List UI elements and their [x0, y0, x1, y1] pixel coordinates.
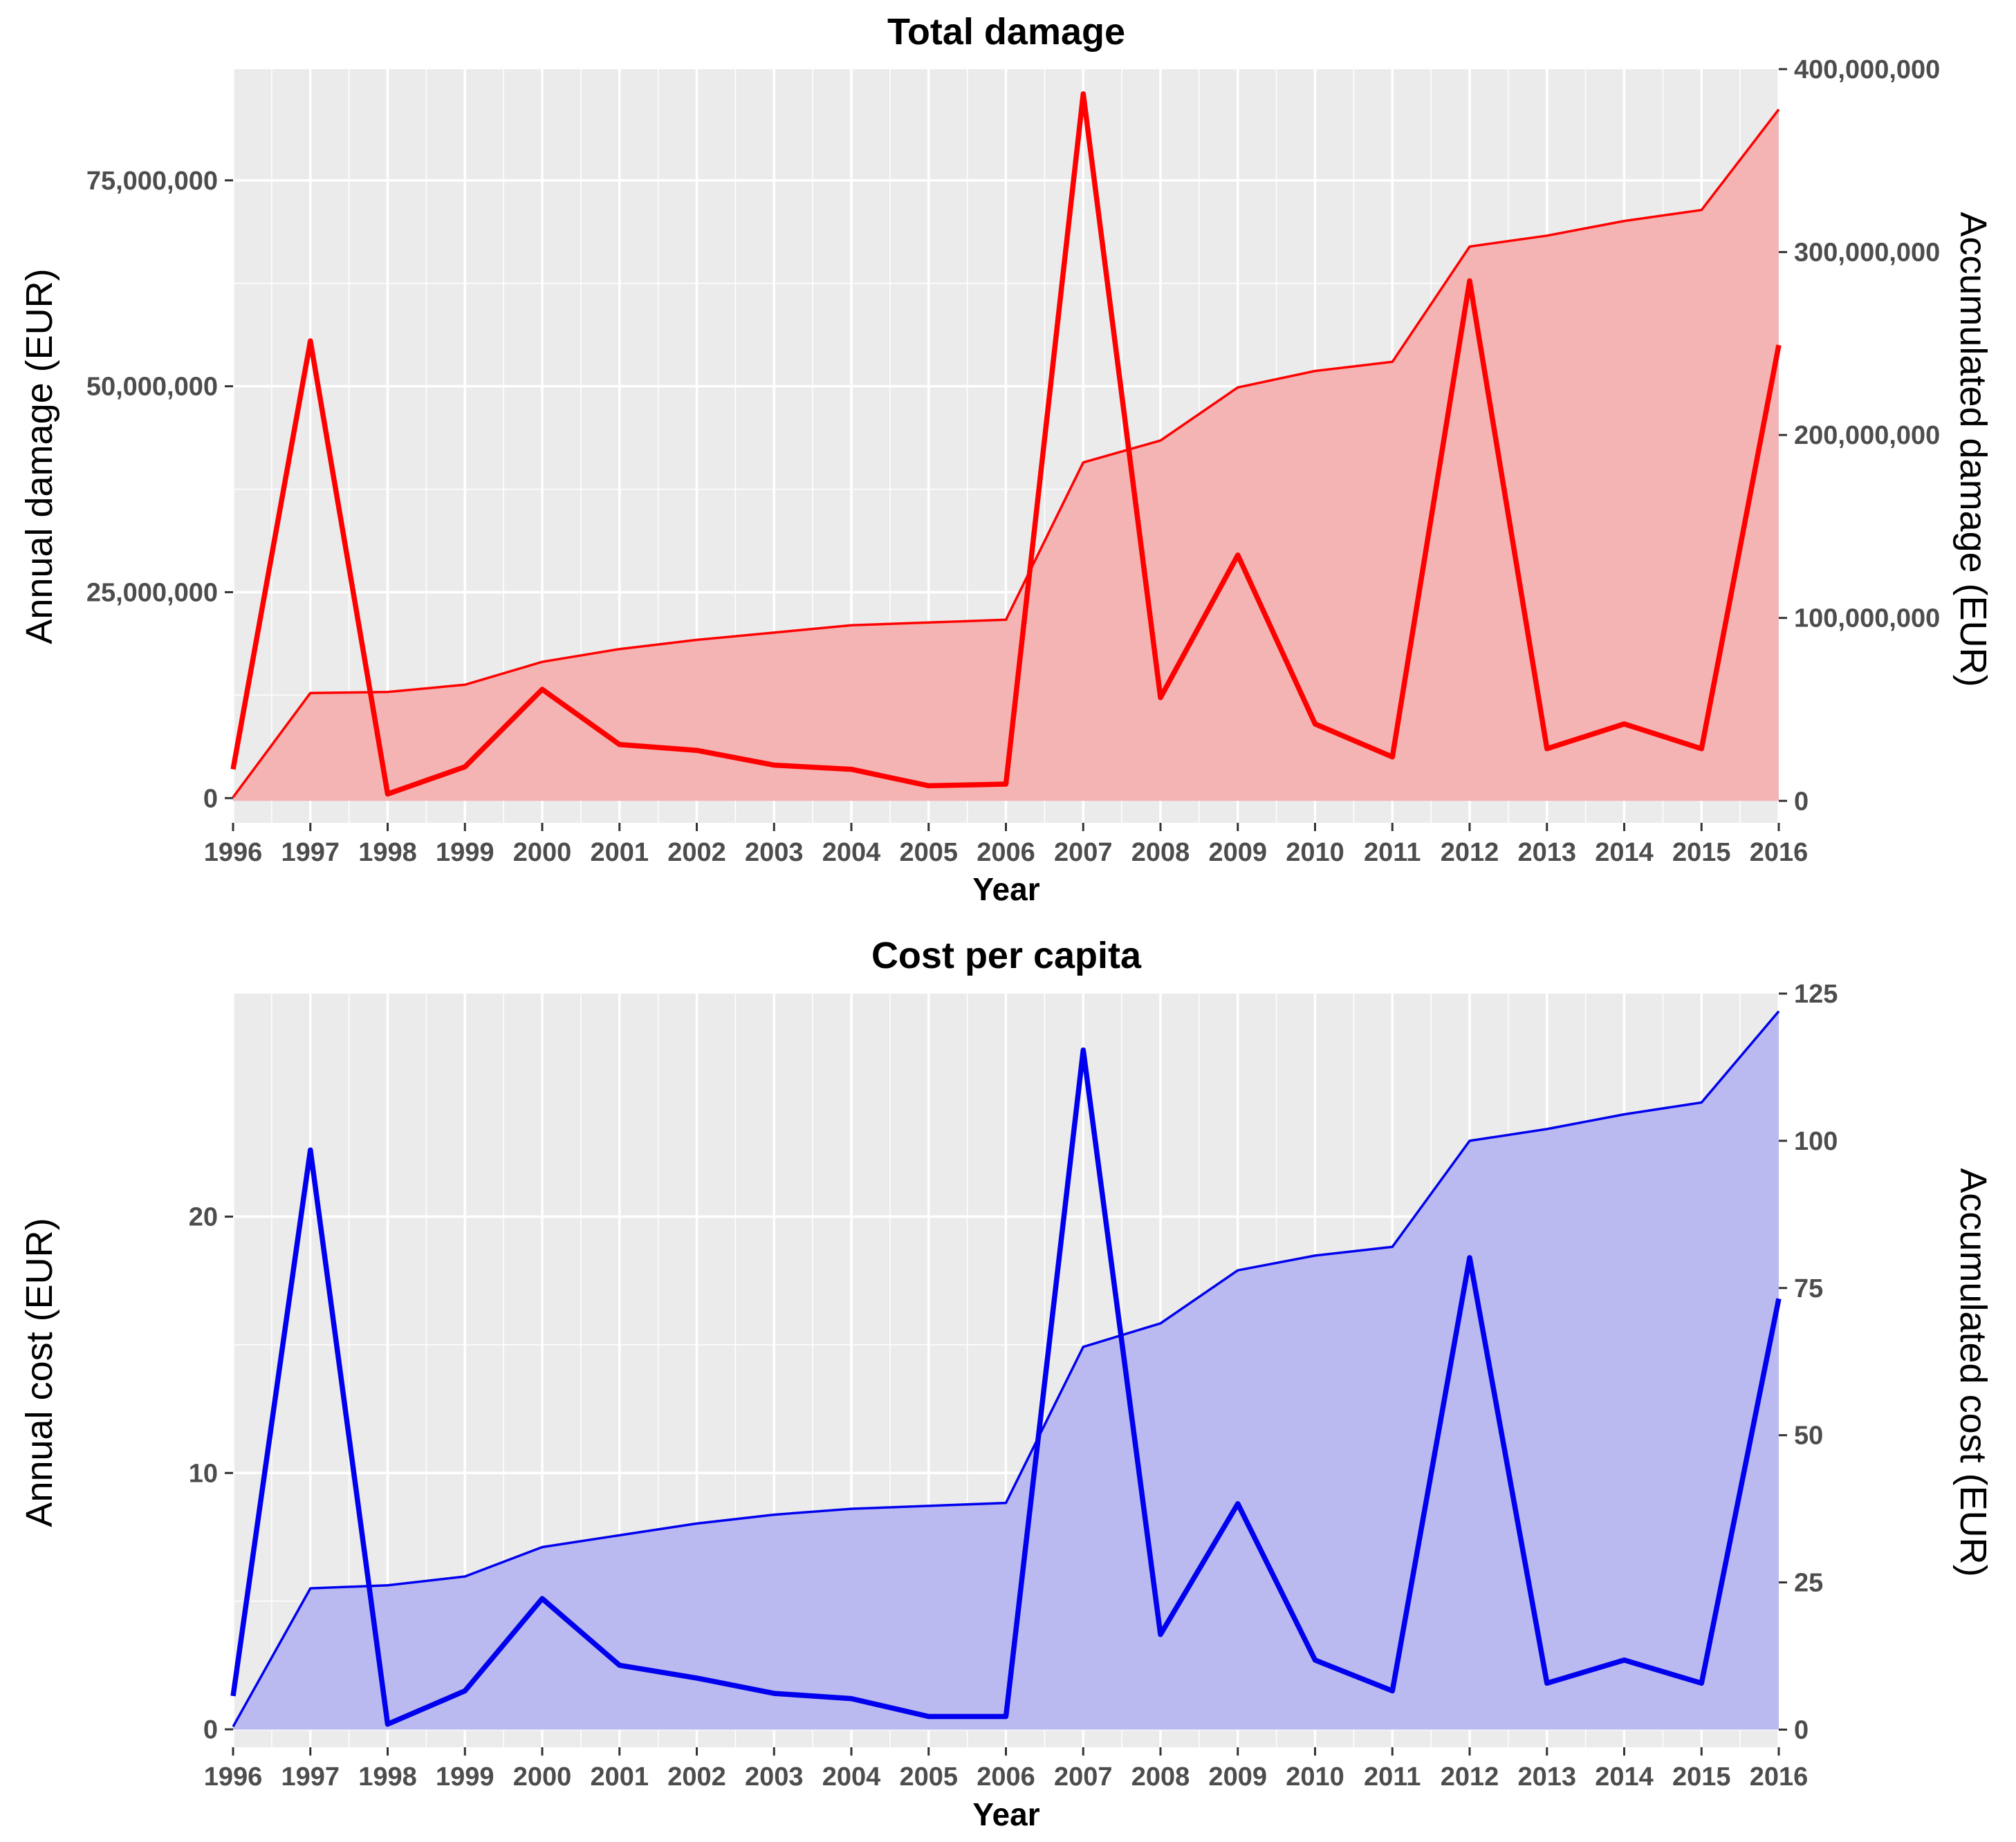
- x-tick-label: 1996: [204, 838, 263, 867]
- y-tick-label: 300,000,000: [1794, 239, 1940, 268]
- x-tick-label: 1997: [281, 1762, 340, 1792]
- accumulated-cost-area: [233, 1011, 1779, 1730]
- x-tick-label: 2013: [1517, 1762, 1576, 1792]
- y-tick-label: 400,000,000: [1794, 55, 1940, 84]
- y-tick-label: 20: [189, 1203, 218, 1232]
- x-tick-label: 2003: [745, 838, 804, 867]
- x-tick-label: 1996: [204, 1762, 263, 1792]
- x-tick-label: 2000: [513, 838, 572, 867]
- x-tick-label: 2014: [1595, 838, 1654, 867]
- x-tick-label: 2009: [1208, 838, 1267, 867]
- y-tick-label: 200,000,000: [1794, 421, 1940, 450]
- x-axis: 1996 1997 1998 1999 2000 2001 2002 2003 2004 2005…: [204, 1747, 1809, 1792]
- y-tick-label: 100,000,000: [1794, 604, 1940, 633]
- x-axis-title: Year: [972, 1796, 1039, 1832]
- x-tick-label: 1999: [436, 1762, 494, 1792]
- x-tick-label: 2014: [1595, 1762, 1654, 1792]
- x-tick-label: 2012: [1441, 1762, 1499, 1792]
- x-tick-label: 2001: [590, 1762, 649, 1792]
- left-y-axis-title: Annual cost (EUR): [19, 1218, 60, 1527]
- y-tick-label: 0: [1794, 787, 1809, 816]
- x-tick-label: 1997: [281, 838, 340, 867]
- x-tick-label: 1998: [358, 838, 417, 867]
- x-tick-label: 2015: [1672, 1762, 1731, 1792]
- x-tick-label: 2003: [745, 1762, 804, 1792]
- annual-cost-line: [230, 1047, 1782, 1727]
- annual-damage-line: [230, 91, 1782, 797]
- right-y-axis-title: Accumulated damage (EUR): [1952, 212, 1994, 687]
- right-y-axis: 0 100,000,000 200,000,000 300,000,000 400,00…: [1779, 55, 1940, 816]
- x-tick-label: 2004: [822, 838, 881, 867]
- x-tick-label: 2016: [1750, 1762, 1809, 1792]
- y-tick-label: 0: [203, 1715, 218, 1745]
- y-tick-label: 75: [1794, 1274, 1823, 1303]
- x-tick-label: 2010: [1286, 1762, 1344, 1792]
- x-tick-label: 2000: [513, 1762, 572, 1792]
- x-tick-label: 2016: [1750, 838, 1809, 867]
- x-tick-label: 2008: [1131, 1762, 1190, 1792]
- x-tick-label: 2007: [1054, 838, 1113, 867]
- x-tick-label: 2001: [590, 838, 649, 867]
- left-y-axis-title: Annual damage (EUR): [19, 268, 60, 644]
- right-y-axis-title: Accumulated cost (EUR): [1952, 1168, 1994, 1576]
- x-tick-label: 2006: [977, 1762, 1035, 1792]
- x-tick-label: 2002: [667, 1762, 726, 1792]
- x-tick-label: 2010: [1286, 838, 1344, 867]
- y-tick-label: 50,000,000: [86, 373, 218, 402]
- x-tick-label: 2004: [822, 1762, 881, 1792]
- x-tick-label: 2007: [1054, 1762, 1113, 1792]
- x-tick-label: 1999: [436, 838, 494, 867]
- x-tick-label: 2013: [1517, 838, 1576, 867]
- y-tick-label: 25,000,000: [86, 578, 218, 607]
- x-tick-label: 2008: [1131, 838, 1190, 867]
- x-tick-label: 2015: [1672, 838, 1731, 867]
- x-tick-label: 2005: [899, 1762, 958, 1792]
- accumulated-cost-line: [232, 1010, 1780, 1728]
- x-tick-label: 2012: [1441, 838, 1499, 867]
- y-tick-label: 0: [203, 784, 218, 813]
- chart-title: Total damage: [887, 11, 1125, 53]
- y-tick-label: 50: [1794, 1422, 1823, 1451]
- y-tick-label: 25: [1794, 1569, 1823, 1598]
- x-tick-label: 2005: [899, 838, 958, 867]
- accumulated-damage-line: [232, 109, 1780, 799]
- left-y-axis: 0 25,000,000 50,000,000 75,000,000: [86, 167, 233, 813]
- y-tick-label: 100: [1794, 1127, 1838, 1156]
- x-tick-label: 2011: [1364, 838, 1421, 867]
- x-tick-label: 2011: [1364, 1762, 1421, 1792]
- cost-per-capita-chart: Cost per capita 0 10 20 0 25 50 75 100 125 1996…: [19, 935, 1994, 1832]
- y-tick-label: 10: [189, 1459, 218, 1488]
- chart-title: Cost per capita: [871, 935, 1142, 976]
- right-y-axis: 0 25 50 75 100 125: [1779, 980, 1838, 1745]
- x-axis: 1996 1997 1998 1999 2000 2001 2002 2003 2004 2005…: [204, 823, 1809, 867]
- x-tick-label: 2009: [1208, 1762, 1267, 1792]
- y-tick-label: 125: [1794, 980, 1838, 1009]
- x-tick-label: 2002: [667, 838, 726, 867]
- y-tick-label: 0: [1794, 1715, 1809, 1745]
- y-tick-label: 75,000,000: [86, 167, 218, 196]
- total-damage-chart: Total damage 0 25,000,000 50,000,000 75,000…: [19, 11, 1994, 907]
- x-tick-label: 2006: [977, 838, 1035, 867]
- x-tick-label: 1998: [358, 1762, 417, 1792]
- accumulated-damage-area: [233, 109, 1779, 801]
- x-axis-title: Year: [972, 871, 1039, 907]
- left-y-axis: 0 10 20: [189, 1203, 233, 1745]
